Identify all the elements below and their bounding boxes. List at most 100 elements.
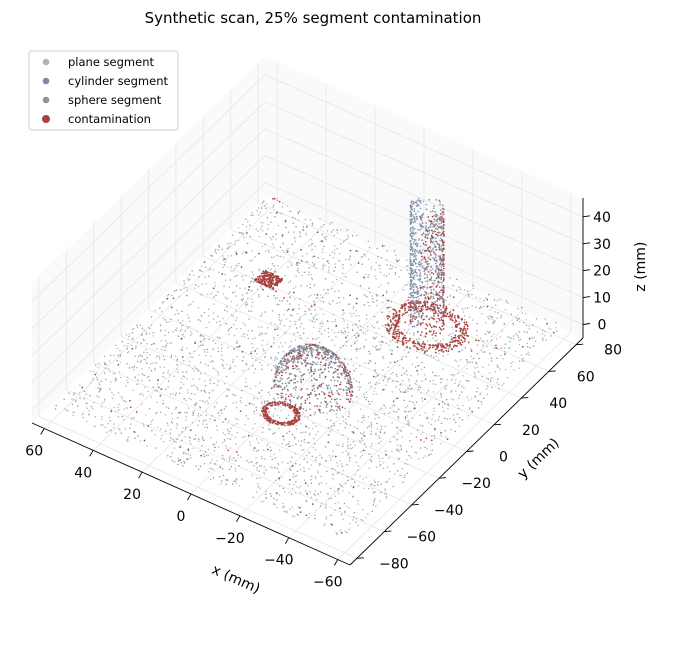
plane-point xyxy=(258,442,260,444)
contamination-point xyxy=(405,341,408,344)
plane-point xyxy=(516,318,519,320)
contamination-point xyxy=(266,275,269,277)
plane-point xyxy=(535,318,538,320)
cylinder-point xyxy=(414,296,416,299)
contamination-point xyxy=(278,372,280,374)
plane-point xyxy=(556,330,558,332)
plane-point xyxy=(55,404,57,407)
plane-point xyxy=(271,262,274,265)
plane-point xyxy=(180,328,183,330)
sphere-point xyxy=(325,406,328,409)
plane-point xyxy=(295,263,298,266)
plane-point xyxy=(338,252,341,255)
plane-point xyxy=(370,423,373,426)
plane-point xyxy=(468,406,471,409)
plane-point xyxy=(252,365,254,367)
plane-point xyxy=(306,285,309,287)
plane-point xyxy=(432,284,435,286)
plane-point xyxy=(261,439,263,441)
plane-point xyxy=(250,214,252,216)
sphere-point xyxy=(296,380,299,383)
contamination-point xyxy=(135,411,138,413)
plane-point xyxy=(441,400,444,403)
plane-point xyxy=(259,465,261,467)
plane-point xyxy=(367,400,370,403)
plane-point xyxy=(167,372,169,374)
plane-point xyxy=(192,356,194,359)
plane-point xyxy=(372,301,375,304)
plane-point xyxy=(282,249,284,252)
plane-point xyxy=(121,415,124,418)
cylinder-point xyxy=(417,278,420,281)
plane-point xyxy=(279,323,281,325)
plane-point xyxy=(268,410,271,412)
sphere-point xyxy=(289,399,292,402)
plane-point xyxy=(112,427,115,429)
plane-point xyxy=(112,393,115,396)
sphere-point xyxy=(307,351,310,353)
plane-point xyxy=(162,372,165,374)
contamination-point xyxy=(415,306,417,309)
plane-point xyxy=(313,517,316,520)
plane-point xyxy=(338,297,340,299)
plane-point xyxy=(200,414,202,417)
plane-point xyxy=(233,323,235,326)
plane-point xyxy=(286,510,288,512)
cylinder-point xyxy=(417,293,420,295)
contamination-point xyxy=(403,313,405,315)
plane-point xyxy=(136,383,138,386)
plane-point xyxy=(83,390,86,393)
contamination-point xyxy=(409,319,412,322)
plane-point xyxy=(202,420,205,423)
contamination-point xyxy=(257,279,260,282)
sphere-point xyxy=(346,389,349,392)
plane-point xyxy=(285,226,287,229)
plane-point xyxy=(273,497,275,499)
plane-point xyxy=(288,430,291,433)
plane-point xyxy=(341,465,344,468)
contamination-point xyxy=(349,370,351,373)
contamination-point xyxy=(275,492,278,495)
plane-point xyxy=(279,255,281,258)
contamination-point xyxy=(160,388,163,390)
contamination-point xyxy=(245,252,248,254)
plane-point xyxy=(408,328,410,331)
plane-point xyxy=(144,359,147,361)
plane-point xyxy=(277,397,280,399)
plane-point xyxy=(194,365,196,368)
plane-point xyxy=(342,264,344,266)
plane-point xyxy=(363,253,365,255)
plane-point xyxy=(258,326,260,328)
contamination-point xyxy=(311,389,314,391)
y-tick-mark xyxy=(548,370,556,372)
plane-point xyxy=(377,484,379,486)
plane-point xyxy=(229,438,231,440)
cylinder-point xyxy=(409,213,412,216)
plane-point xyxy=(284,274,286,277)
plane-point xyxy=(512,324,515,326)
plane-point xyxy=(315,456,317,459)
plane-point xyxy=(210,355,212,358)
plane-point xyxy=(215,294,217,297)
grid-line-z-wall-y xyxy=(264,182,584,325)
plane-point xyxy=(291,456,293,459)
plane-point xyxy=(199,405,201,408)
plane-point xyxy=(261,225,263,227)
plane-point xyxy=(108,360,111,362)
plane-point xyxy=(407,351,410,353)
plane-point xyxy=(145,331,148,333)
cylinder-point xyxy=(413,227,416,230)
plane-point xyxy=(479,297,481,300)
plane-point xyxy=(324,292,327,295)
contamination-point xyxy=(291,309,294,311)
contamination-point xyxy=(470,350,473,352)
plane-point xyxy=(356,427,358,430)
contamination-point xyxy=(300,357,303,360)
plane-point xyxy=(86,407,88,409)
plane-point xyxy=(219,466,222,469)
plane-point xyxy=(235,443,237,445)
plane-point xyxy=(329,223,331,225)
contamination-point xyxy=(281,374,283,377)
plane-point xyxy=(357,524,359,526)
plane-point xyxy=(531,337,533,339)
